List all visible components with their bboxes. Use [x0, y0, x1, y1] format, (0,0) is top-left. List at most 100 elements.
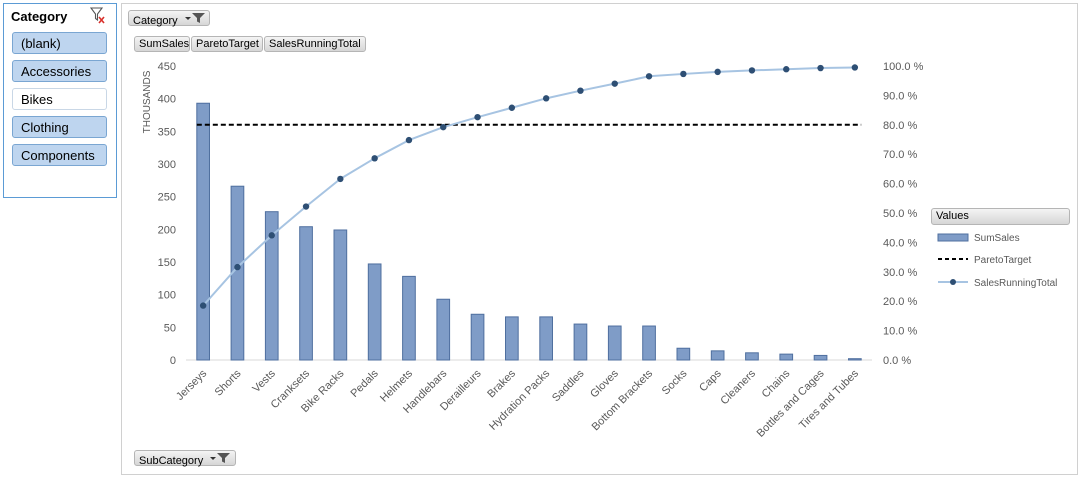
running-total-marker[interactable] [474, 113, 481, 121]
clear-filter-icon[interactable] [89, 7, 106, 25]
sales-bars [196, 102, 862, 361]
x-tick-label: Brakes [485, 367, 518, 400]
y2-tick-label: 10.0 % [883, 326, 917, 338]
bar-saddles[interactable] [573, 323, 588, 361]
subcategory-axis-button[interactable]: SubCategory [134, 450, 236, 467]
x-tick-label: Hydration Packs [487, 367, 552, 432]
bar-handlebars[interactable] [436, 298, 451, 361]
running-total-marker[interactable] [611, 80, 618, 87]
running-total-marker[interactable] [268, 232, 275, 239]
running-total-marker[interactable] [851, 64, 859, 71]
bar-tires-and-tubes[interactable] [848, 358, 862, 361]
y2-axis-ticks: 0.0 % 10.0 % 20.0 % 30.0 % 40.0 % 50.0 % 60.0 … [883, 61, 924, 367]
bar-jerseys[interactable] [196, 102, 210, 361]
running-total-marker[interactable] [680, 70, 687, 78]
running-total-marker[interactable] [783, 66, 790, 73]
bar-cranksets[interactable] [299, 226, 313, 361]
running-total-marker[interactable] [405, 136, 413, 144]
y-tick-label: 450 [158, 61, 176, 73]
y2-tick-label: 0.0 % [883, 355, 911, 367]
running-total-marker[interactable] [371, 155, 378, 162]
x-tick-label: Caps [697, 367, 724, 394]
x-tick-label: Bottom Brackets [590, 367, 656, 433]
y-axis-ticks: 0 50 100 150 200 250 300 350 400 450 [158, 61, 176, 367]
bar-pedals[interactable] [367, 263, 382, 361]
y2-tick-label: 20.0 % [883, 296, 917, 308]
bar-bike-racks[interactable] [333, 229, 348, 361]
y-tick-label: 250 [158, 192, 176, 204]
y2-tick-label: 30.0 % [883, 267, 917, 279]
y2-tick-label: 90.0 % [883, 90, 917, 102]
bar-hydration-packs[interactable] [539, 316, 553, 361]
salesrunningtotal-value-button[interactable]: SalesRunningTotal [264, 36, 366, 52]
sumsales-value-button[interactable]: SumSales [134, 36, 190, 52]
x-tick-label: Socks [660, 367, 690, 397]
x-tick-label: Gloves [588, 367, 621, 400]
running-total-marker[interactable] [508, 104, 516, 111]
slicer-header: Category [4, 4, 116, 30]
bar-brakes[interactable] [505, 316, 519, 361]
y-tick-label: 300 [158, 159, 176, 171]
y-tick-label: 0 [170, 355, 176, 367]
running-total-marker[interactable] [714, 68, 721, 76]
x-tick-label: Tires and Tubes [797, 367, 861, 431]
running-total-line [199, 64, 859, 309]
legend-title[interactable]: Values [931, 208, 1070, 225]
running-total-marker[interactable] [302, 203, 310, 210]
y-tick-label: 50 [164, 322, 176, 334]
legend-swatch-sumsales [937, 233, 969, 242]
y-axis-title: THOUSANDS [142, 70, 153, 133]
slicer-item-clothing[interactable]: Clothing [12, 116, 107, 138]
y-tick-label: 400 [158, 94, 176, 106]
bar-cleaners[interactable] [745, 352, 759, 361]
running-total-polyline[interactable] [202, 66, 855, 307]
legend-marker-salesrunningtotal [950, 279, 956, 285]
paretotarget-value-button[interactable]: ParetoTarget [191, 36, 263, 52]
category-filter-button[interactable]: Category [128, 10, 210, 27]
bar-chains[interactable] [779, 353, 794, 361]
x-tick-label: Vests [250, 367, 278, 395]
y2-tick-label: 100.0 % [883, 61, 924, 73]
x-tick-label: Cleaners [718, 367, 758, 407]
running-total-marker[interactable] [337, 175, 344, 183]
y-tick-label: 150 [158, 257, 176, 269]
x-tick-label: Saddles [550, 367, 587, 404]
bar-socks[interactable] [676, 347, 691, 361]
y2-tick-label: 70.0 % [883, 149, 917, 161]
bar-derailleurs[interactable] [470, 313, 485, 361]
bar-caps[interactable] [710, 350, 725, 361]
legend-label-paretotarget: ParetoTarget [974, 255, 1031, 266]
slicer-title: Category [11, 9, 68, 24]
y2-tick-label: 60.0 % [883, 179, 917, 191]
running-total-marker[interactable] [817, 64, 824, 72]
bar-bottles-and-cages[interactable] [813, 354, 828, 361]
y2-tick-label: 80.0 % [883, 120, 917, 132]
category-slicer: Category (blank) Accessories Bikes Clothing… [3, 3, 117, 198]
running-total-marker[interactable] [234, 263, 241, 271]
bar-vests[interactable] [264, 211, 279, 361]
y2-tick-label: 40.0 % [883, 237, 917, 249]
y-tick-label: 100 [158, 290, 176, 302]
running-total-marker[interactable] [199, 302, 207, 309]
slicer-item-blank[interactable]: (blank) [12, 32, 107, 54]
x-tick-label: Shorts [213, 367, 244, 398]
slicer-item-bikes[interactable]: Bikes [12, 88, 107, 110]
x-tick-label: Jerseys [174, 367, 210, 403]
y-tick-label: 350 [158, 126, 176, 138]
y-tick-label: 200 [158, 224, 176, 236]
x-tick-label: Chains [760, 367, 793, 400]
slicer-item-accessories[interactable]: Accessories [12, 60, 107, 82]
bar-gloves[interactable] [607, 325, 622, 361]
y2-tick-label: 50.0 % [883, 208, 917, 220]
running-total-marker[interactable] [645, 73, 653, 80]
bar-helmets[interactable] [402, 275, 416, 361]
running-total-marker[interactable] [577, 87, 584, 94]
bar-bottom-brackets[interactable] [642, 325, 656, 361]
running-total-marker[interactable] [440, 123, 447, 131]
filter-dropdown-icon [184, 12, 206, 27]
running-total-marker[interactable] [748, 67, 756, 74]
legend-label-salesrunningtotal: SalesRunningTotal [974, 278, 1057, 289]
running-total-marker[interactable] [542, 95, 550, 102]
slicer-item-components[interactable]: Components [12, 144, 107, 166]
